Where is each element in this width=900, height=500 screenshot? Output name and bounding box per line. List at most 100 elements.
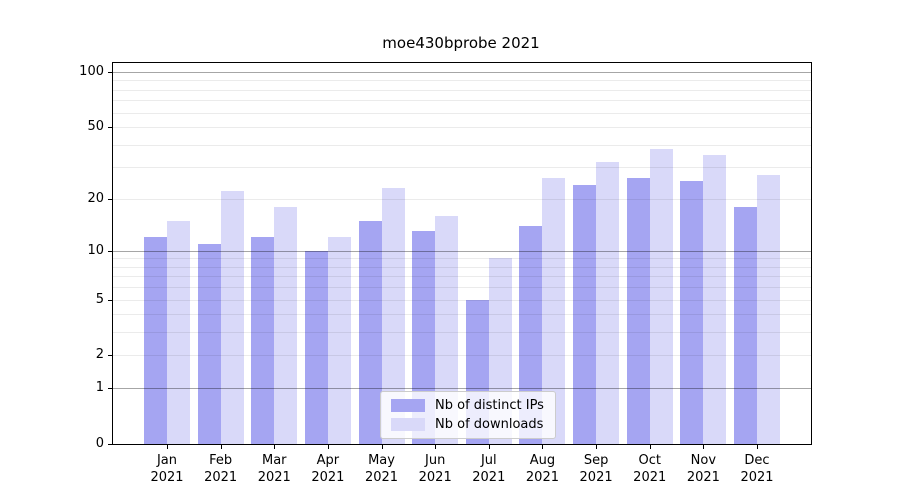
x-tick-label-aug: Aug 2021 xyxy=(512,452,572,486)
x-tick-sep xyxy=(596,445,598,449)
y-tick-label-50: 50 xyxy=(87,119,104,135)
bar-distinct-ips-sep xyxy=(573,184,597,444)
y-tick-1 xyxy=(108,388,112,390)
bar-distinct-ips-jun xyxy=(412,231,436,444)
legend-item-downloads: Nb of downloads xyxy=(391,417,544,432)
legend-label-distinct-ips: Nb of distinct IPs xyxy=(435,398,544,413)
bar-downloads-dec xyxy=(757,175,780,444)
x-tick-label-jun: Jun 2021 xyxy=(405,452,465,486)
y-tick-label-10: 10 xyxy=(87,242,104,258)
bar-distinct-ips-mar xyxy=(251,237,275,444)
y-tick-label-20: 20 xyxy=(87,190,104,206)
y-tick-2 xyxy=(108,355,112,357)
bar-downloads-apr xyxy=(327,237,351,444)
x-tick-year: 2021 xyxy=(204,470,238,485)
x-tick-label-sep: Sep 2021 xyxy=(566,452,626,486)
y-tick-label-2: 2 xyxy=(95,347,104,363)
bar-downloads-feb xyxy=(220,191,244,444)
bar-downloads-sep xyxy=(596,162,620,444)
bar-downloads-oct xyxy=(649,148,673,444)
x-tick-year: 2021 xyxy=(364,470,399,485)
x-tick-month: Nov xyxy=(690,453,717,468)
x-tick-oct xyxy=(649,445,651,449)
chart-title: moe430bprobe 2021 xyxy=(382,34,540,52)
plot-area: Nb of distinct IPs Nb of downloads xyxy=(112,62,812,445)
x-tick-jul xyxy=(488,445,490,449)
legend-swatch-downloads xyxy=(391,418,425,431)
x-tick-label-jul: Jul 2021 xyxy=(459,452,519,486)
x-tick-year: 2021 xyxy=(633,470,667,485)
legend-label-downloads: Nb of downloads xyxy=(435,417,544,432)
gridline-y-9 xyxy=(113,258,811,260)
x-tick-month: Jul xyxy=(480,453,497,468)
x-tick-label-mar: Mar 2021 xyxy=(244,452,304,486)
bar-distinct-ips-apr xyxy=(304,250,328,444)
x-tick-year: 2021 xyxy=(311,470,345,485)
bar-distinct-ips-aug xyxy=(519,225,543,444)
bar-distinct-ips-nov xyxy=(680,181,704,444)
legend: Nb of distinct IPs Nb of downloads xyxy=(380,391,556,439)
bar-downloads-aug xyxy=(542,178,566,444)
x-tick-month: Dec xyxy=(744,453,770,468)
gridline-y-60 xyxy=(113,112,811,114)
x-tick-label-dec: Dec 2021 xyxy=(727,452,787,486)
x-tick-month: Sep xyxy=(583,453,609,468)
gridline-y-3 xyxy=(113,332,811,334)
gridline-y-20 xyxy=(113,198,811,200)
bar-distinct-ips-oct xyxy=(626,178,650,444)
bar-downloads-mar xyxy=(274,206,298,444)
bar-downloads-nov xyxy=(703,155,727,444)
x-tick-year: 2021 xyxy=(418,470,452,485)
x-tick-month: Mar xyxy=(262,453,287,468)
bar-downloads-jun xyxy=(435,215,459,444)
gridline-y-4 xyxy=(113,314,811,316)
x-tick-jun xyxy=(435,445,437,449)
bar-distinct-ips-feb xyxy=(197,243,221,444)
x-tick-aug xyxy=(542,445,544,449)
gridline-y-2 xyxy=(113,355,811,357)
x-tick-may xyxy=(381,445,383,449)
bar-downloads-may xyxy=(381,187,405,444)
x-tick-year: 2021 xyxy=(740,470,774,485)
gridline-y-10 xyxy=(113,250,811,252)
y-tick-20 xyxy=(108,198,112,200)
x-tick-month: Apr xyxy=(316,453,340,468)
bar-distinct-ips-may xyxy=(358,220,382,444)
x-tick-year: 2021 xyxy=(472,470,506,485)
y-tick-label-5: 5 xyxy=(95,291,104,307)
x-tick-mar xyxy=(274,445,276,449)
x-tick-label-apr: Apr 2021 xyxy=(298,452,358,486)
x-tick-label-nov: Nov 2021 xyxy=(673,452,733,486)
x-tick-label-jan: Jan 2021 xyxy=(137,452,197,486)
gridline-y-100 xyxy=(113,72,811,73)
gridline-y-7 xyxy=(113,276,811,278)
x-tick-year: 2021 xyxy=(579,470,613,485)
bar-distinct-ips-dec xyxy=(734,206,757,444)
gridline-y-8 xyxy=(113,266,811,268)
x-tick-month: Jan xyxy=(156,453,178,468)
bar-downloads-jan xyxy=(167,220,190,444)
y-tick-5 xyxy=(108,299,112,301)
x-tick-label-may: May 2021 xyxy=(352,452,412,486)
y-tick-label-0: 0 xyxy=(95,436,104,451)
x-tick-year: 2021 xyxy=(257,470,291,485)
bar-distinct-ips-jan xyxy=(144,237,167,444)
gridline-y-70 xyxy=(113,100,811,102)
x-tick-feb xyxy=(220,445,222,449)
legend-item-distinct-ips: Nb of distinct IPs xyxy=(391,398,544,413)
x-tick-year: 2021 xyxy=(525,470,559,485)
gridline-y-5 xyxy=(113,299,811,301)
x-tick-jan xyxy=(167,445,168,449)
x-tick-year: 2021 xyxy=(686,470,720,485)
x-tick-month: Oct xyxy=(638,453,661,468)
x-tick-label-feb: Feb 2021 xyxy=(191,452,251,486)
x-tick-apr xyxy=(327,445,329,449)
x-tick-month: Aug xyxy=(529,453,556,468)
y-tick-50 xyxy=(108,127,112,129)
y-tick-label-100: 100 xyxy=(79,64,104,79)
gridline-y-1 xyxy=(113,388,811,390)
y-tick-0 xyxy=(108,444,112,445)
x-tick-nov xyxy=(703,445,705,449)
x-tick-month: May xyxy=(368,453,395,468)
y-tick-10 xyxy=(108,250,112,252)
